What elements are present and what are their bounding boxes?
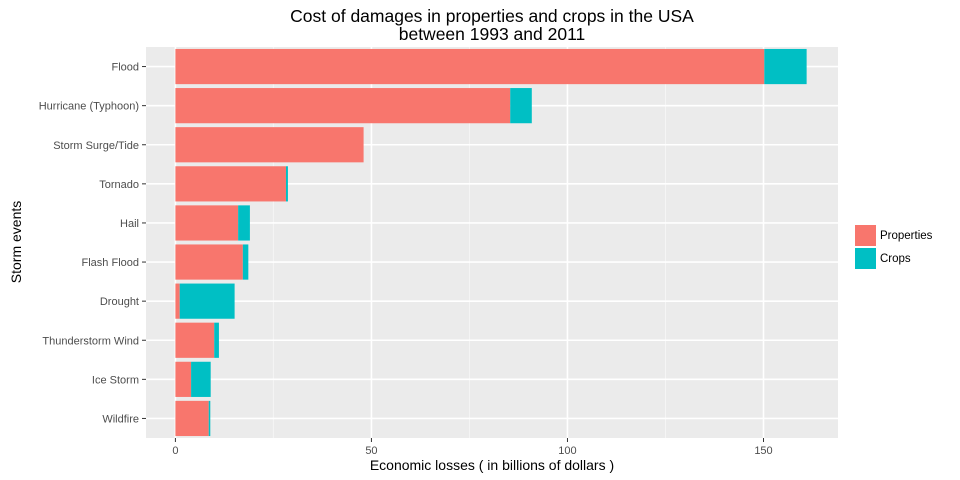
- bar-crops: [242, 244, 249, 280]
- bar-crops: [179, 283, 235, 319]
- bar-crops: [238, 205, 250, 241]
- legend: Properties Crops: [855, 224, 932, 270]
- bar-properties: [175, 283, 180, 319]
- bar-properties: [175, 205, 239, 241]
- y-tick-label: Ice Storm: [92, 374, 139, 386]
- legend-label-crops: Crops: [880, 252, 911, 265]
- bar-properties: [175, 322, 215, 358]
- bar-properties: [175, 400, 209, 437]
- legend-item-properties: Properties: [855, 224, 932, 247]
- y-axis-title: Storm events: [8, 201, 24, 283]
- y-tick-label: Flood: [111, 62, 139, 74]
- bars: [175, 48, 807, 437]
- bar-properties: [175, 48, 765, 85]
- y-axis: Flood Hurricane (Typhoon) Storm Surge/Tide…: [39, 62, 146, 425]
- x-axis: 0 50 100 150: [172, 438, 773, 457]
- x-tick-label: 0: [172, 445, 178, 457]
- y-tick-label: Hail: [120, 218, 139, 230]
- bar-properties: [175, 361, 192, 397]
- bar-crops: [214, 322, 219, 358]
- legend-swatch-crops: [855, 248, 876, 269]
- bar-crops: [285, 166, 288, 202]
- bar-crops: [191, 361, 211, 397]
- bar-crops: [764, 48, 807, 85]
- x-axis-title: Economic losses ( in billions of dollars…: [370, 457, 614, 473]
- y-tick-label: Flash Flood: [82, 257, 139, 269]
- bar-properties: [175, 244, 243, 280]
- x-tick-label: 50: [365, 445, 377, 457]
- y-tick-label: Drought: [100, 296, 139, 308]
- y-tick-label: Hurricane (Typhoon): [39, 101, 139, 113]
- x-tick-label: 150: [754, 445, 772, 457]
- y-tick-label: Storm Surge/Tide: [53, 140, 139, 152]
- chart-title-line-1: Cost of damages in properties and crops …: [290, 6, 694, 26]
- y-tick-label: Wildfire: [102, 413, 139, 425]
- x-tick-label: 100: [558, 445, 576, 457]
- bar-properties: [175, 127, 364, 163]
- chart-title-line-2: between 1993 and 2011: [398, 24, 586, 44]
- bar-properties: [175, 166, 286, 202]
- y-tick-label: Thunderstorm Wind: [42, 335, 139, 347]
- legend-swatch-properties: [855, 225, 876, 246]
- legend-label-properties: Properties: [880, 229, 933, 242]
- legend-item-crops: Crops: [855, 247, 932, 270]
- bar-properties: [175, 88, 511, 124]
- y-tick-label: Tornado: [99, 179, 139, 191]
- bar-crops: [510, 88, 532, 124]
- bar-crops: [208, 400, 211, 437]
